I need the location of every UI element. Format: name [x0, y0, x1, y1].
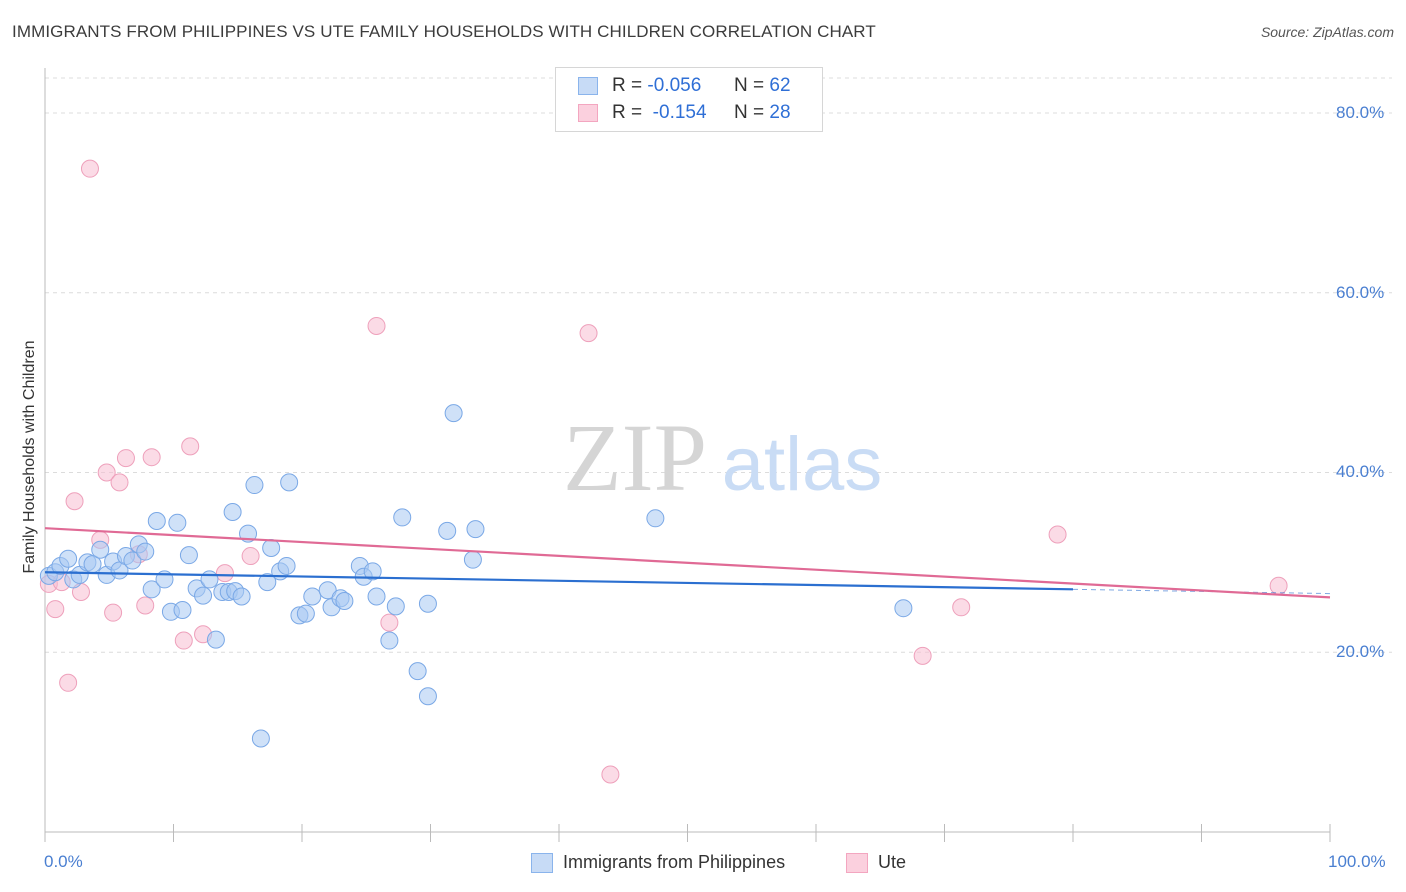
ute-point: [174, 631, 193, 650]
philippines-point: [296, 604, 315, 623]
philippines-point: [168, 513, 187, 532]
ute-point: [913, 646, 932, 665]
source-credit: Source: ZipAtlas.com: [1260, 24, 1394, 40]
philippines-point: [418, 687, 437, 706]
x-tick-max: 100.0%: [1328, 852, 1386, 871]
watermark-zip: ZIP: [563, 404, 707, 511]
chart-title: IMMIGRANTS FROM PHILIPPINES VS UTE FAMIL…: [12, 22, 876, 41]
ute-point: [104, 603, 123, 622]
philippines-swatch-icon: [578, 77, 598, 95]
philippines-point: [438, 521, 457, 540]
legend-r-value: -0.154: [652, 102, 707, 123]
philippines-point: [303, 587, 322, 606]
ute-swatch-icon: [846, 853, 868, 873]
legend-n-label: N =: [734, 102, 765, 123]
trend-lines: [44, 527, 1331, 599]
philippines-point: [251, 729, 270, 748]
ute-point: [952, 598, 971, 617]
ute-point: [65, 492, 84, 511]
legend-n-label: N =: [734, 75, 765, 96]
watermark-atlas: atlas: [722, 422, 883, 507]
philippines-point: [280, 473, 299, 492]
ute-point: [1048, 525, 1067, 544]
ute-point: [142, 448, 161, 467]
philippines-point: [258, 573, 277, 592]
philippines-point: [91, 540, 110, 559]
philippines-point: [466, 520, 485, 539]
philippines-point: [179, 546, 198, 565]
philippines-point: [444, 404, 463, 423]
y-tick-label: 20.0%: [1336, 642, 1385, 662]
philippines-point: [463, 550, 482, 569]
philippines-point: [318, 581, 337, 600]
ute-point: [579, 324, 598, 343]
philippines-point: [335, 592, 354, 611]
philippines-points: [39, 404, 913, 748]
y-axis-label: Family Households with Children: [21, 340, 38, 574]
legend-n-value: 28: [769, 102, 791, 123]
philippines-swatch-icon: [531, 853, 553, 873]
philippines-point: [173, 600, 192, 619]
philippines-point: [894, 599, 913, 618]
ute-swatch-icon: [578, 104, 598, 122]
philippines-point: [646, 509, 665, 528]
philippines-point: [142, 580, 161, 599]
y-tick-label: 60.0%: [1336, 282, 1385, 302]
philippines-point: [200, 570, 219, 589]
ute-point: [46, 600, 65, 619]
axes: [44, 68, 1331, 842]
philippines-point: [147, 512, 166, 531]
philippines-point: [262, 538, 281, 557]
philippines-point: [386, 597, 405, 616]
ute-point: [116, 449, 135, 468]
philippines-point: [367, 587, 386, 606]
philippines-point: [245, 476, 264, 495]
ute-point: [367, 316, 386, 335]
ute-point: [59, 673, 78, 692]
ute-point: [97, 463, 116, 482]
ute-point: [181, 437, 200, 456]
x-tick-min: 0.0%: [44, 852, 83, 871]
ute-point: [1269, 576, 1288, 595]
legend-n-value: 62: [769, 75, 791, 96]
philippines-point: [393, 508, 412, 527]
ute-point: [241, 547, 260, 566]
ute-point: [136, 596, 155, 615]
philippines-trend-line: [44, 571, 1074, 591]
philippines-point: [380, 631, 399, 650]
ute-point: [601, 765, 620, 784]
legend-r-label: R =: [612, 75, 643, 96]
legend-r-label: R =: [612, 102, 643, 123]
philippines-point: [418, 594, 437, 613]
gridlines: [45, 77, 1392, 653]
philippines-point: [206, 630, 225, 649]
legend-r-value: -0.056: [647, 75, 702, 96]
y-tick-label: 80.0%: [1336, 102, 1385, 122]
philippines-point: [136, 542, 155, 561]
bottom-legend-label: Ute: [878, 852, 907, 872]
zipatlas-watermark: ZIP atlas: [563, 404, 882, 511]
ute-point: [110, 473, 129, 492]
philippines-point: [123, 551, 142, 570]
philippines-point: [59, 549, 78, 568]
philippines-point: [408, 662, 427, 681]
philippines-point: [363, 562, 382, 581]
ute-trend-line: [44, 527, 1331, 599]
correlation-legend: R = -0.056 N = 62 R = -0.154 N = 28: [555, 67, 823, 132]
philippines-point: [277, 556, 296, 575]
philippines-point: [194, 586, 213, 605]
ute-point: [380, 613, 399, 632]
ute-point: [80, 159, 99, 178]
y-tick-label: 40.0%: [1336, 462, 1385, 482]
philippines-point: [232, 587, 251, 606]
philippines-point: [223, 503, 242, 522]
ute-point: [215, 564, 234, 583]
bottom-legend-label: Immigrants from Philippines: [563, 852, 786, 872]
